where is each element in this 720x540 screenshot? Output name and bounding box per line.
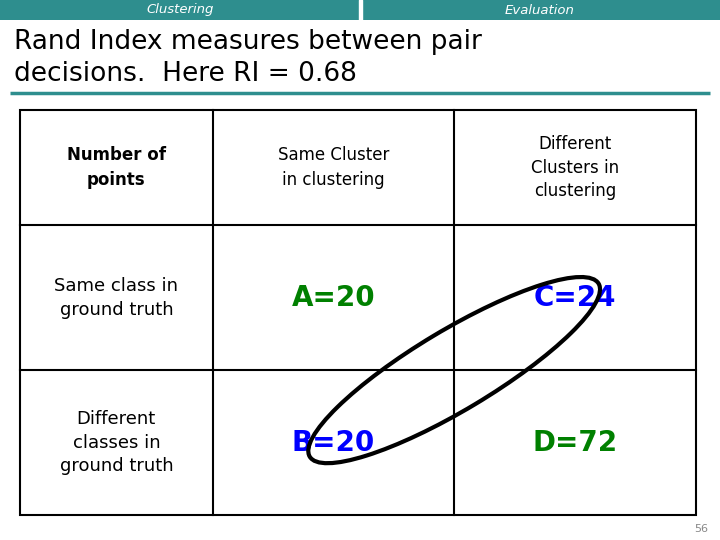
Bar — [20, 110, 696, 515]
Text: D=72: D=72 — [532, 429, 618, 456]
Text: Different
Clusters in
clustering: Different Clusters in clustering — [531, 135, 619, 200]
Text: Different
classes in
ground truth: Different classes in ground truth — [60, 410, 173, 475]
Text: Clustering: Clustering — [146, 3, 214, 17]
Text: Same class in
ground truth: Same class in ground truth — [54, 277, 179, 319]
Text: B=20: B=20 — [292, 429, 375, 456]
Text: Evaluation: Evaluation — [505, 3, 575, 17]
Text: decisions.  Here RI = 0.68: decisions. Here RI = 0.68 — [14, 61, 357, 87]
Text: A=20: A=20 — [292, 284, 375, 312]
Bar — [0, 0, 360, 20]
Text: Same Cluster
in clustering: Same Cluster in clustering — [278, 146, 389, 189]
Bar — [361, 0, 720, 20]
Text: C=24: C=24 — [534, 284, 616, 312]
Text: Rand Index measures between pair: Rand Index measures between pair — [14, 29, 482, 55]
Text: 56: 56 — [694, 524, 708, 534]
Text: Number of
points: Number of points — [67, 146, 166, 189]
